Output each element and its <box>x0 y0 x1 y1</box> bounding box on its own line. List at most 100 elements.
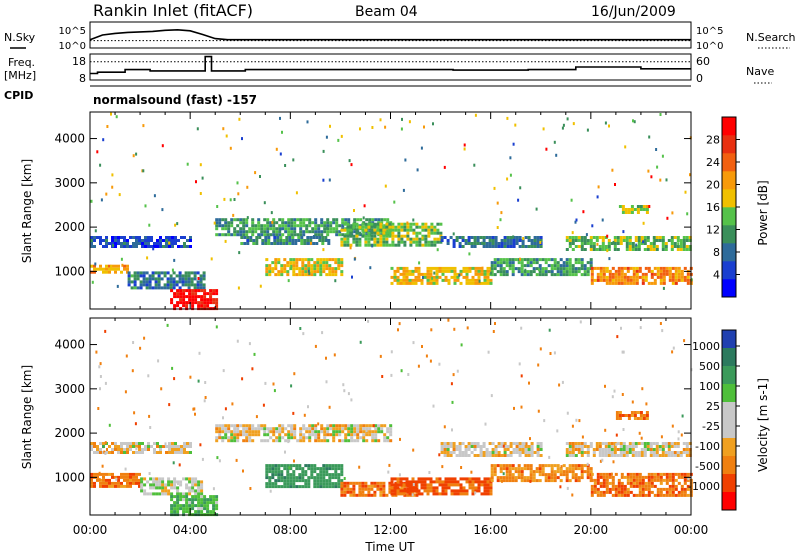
velocity-cell <box>450 483 454 487</box>
power-cell <box>190 277 194 281</box>
velocity-cell <box>271 467 275 471</box>
velocity-cell <box>221 436 225 440</box>
power-cell <box>364 240 368 244</box>
velocity-cell <box>245 439 249 443</box>
velocity-cell <box>638 472 642 476</box>
velocity-cell <box>188 492 192 496</box>
power-cell <box>280 264 284 268</box>
velocity-cell <box>263 427 267 431</box>
velocity-scatter-point <box>430 328 433 332</box>
velocity-cell <box>200 492 204 496</box>
power-cell <box>415 234 419 238</box>
noise-left-tick: 10^0 <box>59 41 86 52</box>
power-cell <box>263 233 267 237</box>
power-scatter-point <box>384 125 387 129</box>
power-cell <box>365 218 369 222</box>
power-cell <box>533 239 537 242</box>
velocity-cell <box>200 486 204 490</box>
velocity-cell <box>502 479 506 483</box>
velocity-cell <box>483 492 487 496</box>
velocity-cell <box>90 445 93 448</box>
power-cell <box>296 224 300 228</box>
velocity-cell <box>189 445 192 448</box>
power-cell <box>182 295 186 299</box>
velocity-cell <box>302 424 306 428</box>
power-cell <box>397 234 401 238</box>
velocity-cell <box>650 481 654 485</box>
power-colorbar-tick-label: 8 <box>713 246 720 259</box>
velocity-scatter-point <box>399 437 401 441</box>
velocity-scatter-point <box>438 362 441 366</box>
power-cell <box>224 218 228 222</box>
velocity-cell <box>646 442 650 445</box>
velocity-scatter-point <box>443 425 446 429</box>
velocity-cell <box>400 487 404 491</box>
velocity-cell <box>571 445 575 448</box>
velocity-cell <box>688 454 692 457</box>
velocity-cell <box>506 454 510 457</box>
velocity-cell <box>626 475 630 479</box>
power-cell <box>506 239 510 242</box>
velocity-cell <box>132 445 135 448</box>
velocity-cell <box>185 492 189 496</box>
velocity-scatter-point <box>343 477 346 480</box>
velocity-cell <box>515 445 519 448</box>
velocity-cell <box>455 448 459 451</box>
power-cell <box>332 221 336 225</box>
velocity-scatter-point <box>131 369 134 373</box>
velocity-cell <box>135 445 138 448</box>
velocity-cell <box>138 445 141 448</box>
power-cell <box>172 286 176 290</box>
velocity-cell <box>679 454 683 457</box>
power-cell <box>258 236 262 239</box>
power-cell <box>190 271 194 275</box>
power-cell <box>511 258 515 262</box>
velocity-cell <box>275 436 279 440</box>
power-cell <box>470 242 474 245</box>
velocity-cell <box>633 411 637 414</box>
power-cell <box>310 273 314 277</box>
velocity-cell <box>209 501 213 505</box>
velocity-cell <box>126 442 129 445</box>
velocity-cell <box>559 467 563 471</box>
velocity-cell <box>347 427 351 431</box>
power-colorbar-tick-label: 16 <box>706 201 720 214</box>
power-cell <box>596 266 600 270</box>
velocity-cell <box>499 467 503 471</box>
power-cell <box>353 230 357 234</box>
power-cell <box>409 225 413 229</box>
velocity-cell <box>194 483 198 487</box>
velocity-cell <box>176 480 180 484</box>
velocity-cell <box>553 470 557 474</box>
velocity-cell <box>483 480 487 484</box>
power-scatter-point <box>496 226 499 229</box>
velocity-cell <box>547 464 551 468</box>
power-cell <box>108 242 111 245</box>
power-cell <box>298 267 302 271</box>
velocity-cell <box>523 479 527 483</box>
power-cell <box>406 225 410 229</box>
power-cell <box>405 275 409 279</box>
velocity-scatter-point <box>661 329 664 333</box>
velocity-cell <box>674 487 678 491</box>
power-cell <box>367 225 371 229</box>
power-cell <box>639 205 643 208</box>
power-cell <box>176 304 180 308</box>
power-cell <box>274 258 278 262</box>
power-cell <box>421 228 425 232</box>
power-cell <box>539 239 543 242</box>
velocity-cell <box>99 451 102 454</box>
power-cell <box>650 269 654 273</box>
power-scatter-point <box>606 249 609 253</box>
power-scatter-point <box>614 183 616 186</box>
velocity-cell <box>194 477 198 481</box>
nsky-label: N.Sky <box>4 31 36 44</box>
velocity-cell <box>176 510 180 514</box>
velocity-scatter-point <box>604 384 606 388</box>
velocity-cell <box>165 451 168 454</box>
velocity-cell <box>532 470 536 474</box>
power-cell <box>139 283 143 287</box>
velocity-cell <box>652 442 656 445</box>
power-cell <box>391 228 395 232</box>
velocity-cell <box>461 442 465 445</box>
